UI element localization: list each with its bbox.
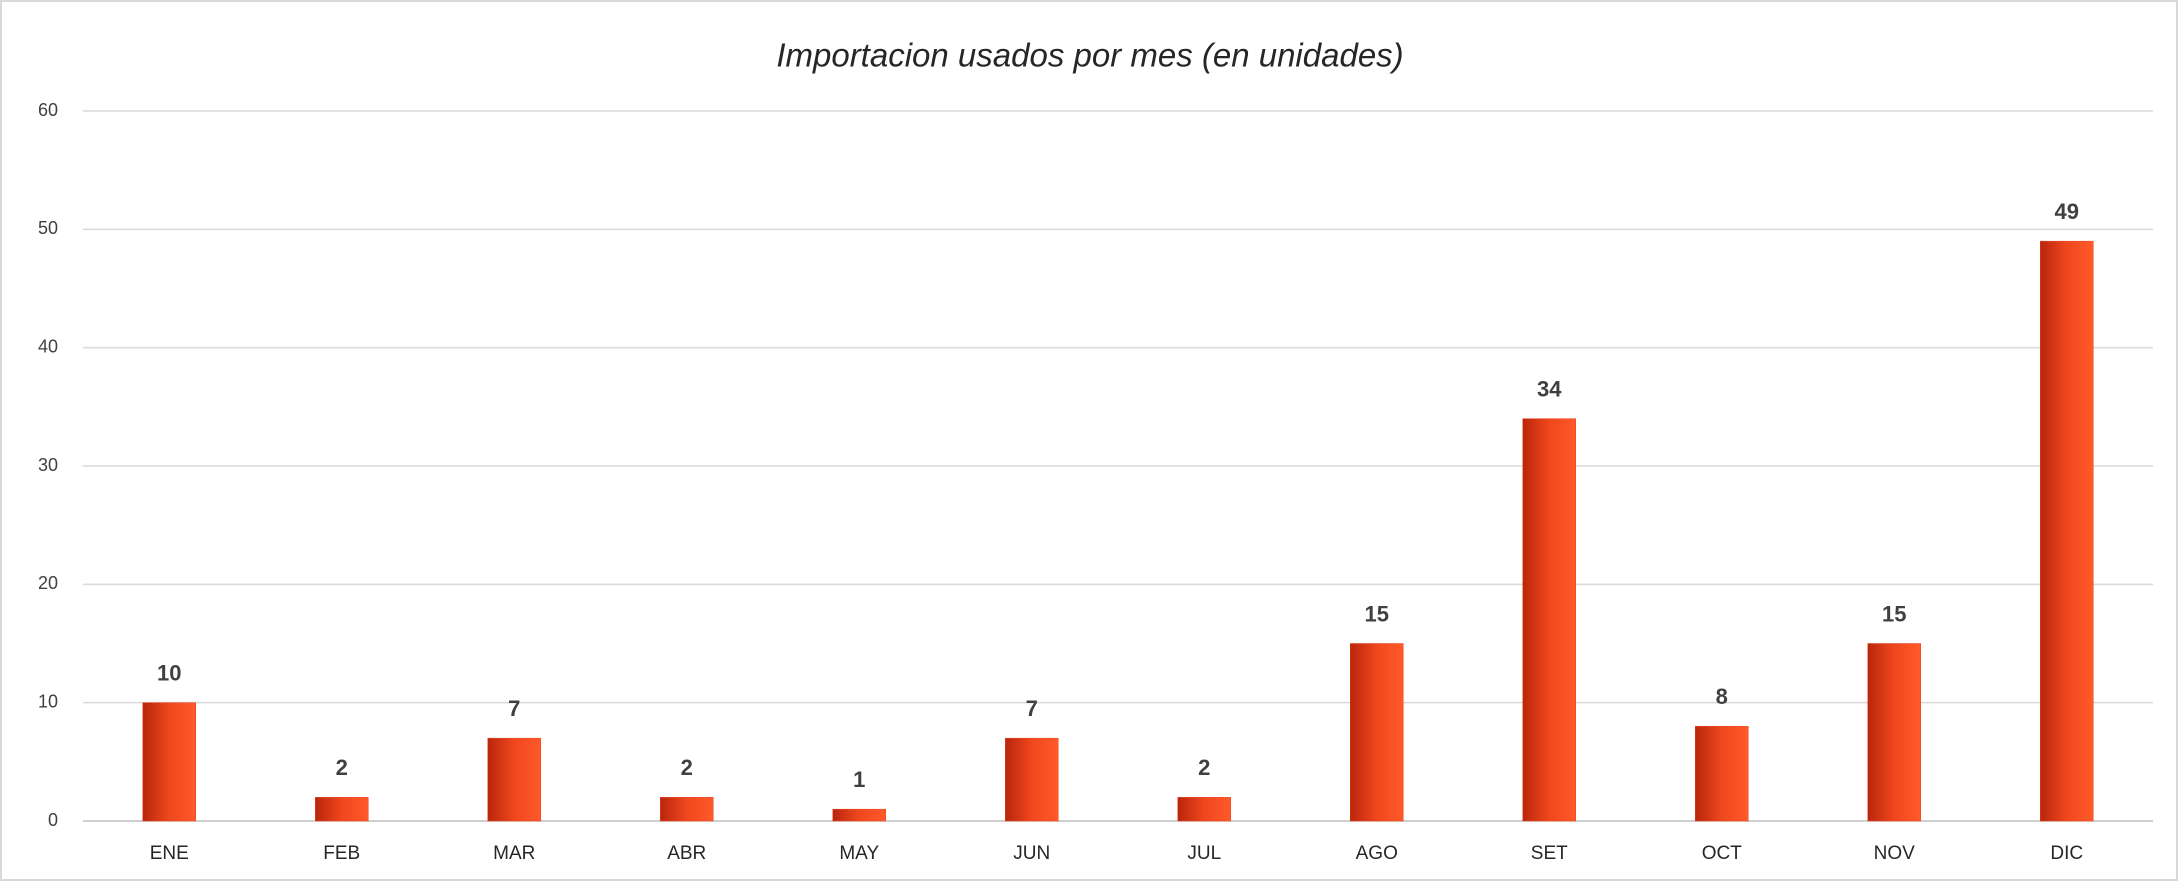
data-label: 1 xyxy=(853,767,865,792)
chart-title: Importacion usados por mes (en unidades) xyxy=(776,37,1403,74)
bar xyxy=(1177,797,1231,822)
y-tick-label: 60 xyxy=(38,100,58,120)
y-tick-label: 0 xyxy=(48,810,58,830)
data-label: 34 xyxy=(1537,376,1562,401)
x-tick-label: JUN xyxy=(1013,843,1050,864)
y-tick-label: 40 xyxy=(38,336,58,356)
x-tick-label: SET xyxy=(1531,843,1568,864)
y-tick-label: 50 xyxy=(38,218,58,238)
bar xyxy=(1695,726,1749,822)
bar xyxy=(487,737,541,822)
x-tick-label: FEB xyxy=(323,843,360,864)
data-label: 2 xyxy=(681,755,693,780)
y-tick-label: 10 xyxy=(38,691,58,711)
x-tick-label: AGO xyxy=(1356,843,1398,864)
data-label: 2 xyxy=(336,755,348,780)
bar xyxy=(660,797,714,822)
data-label: 49 xyxy=(2055,199,2079,224)
x-tick-label: DIC xyxy=(2050,843,2083,864)
x-tick-label: JUL xyxy=(1187,843,1221,864)
data-label: 7 xyxy=(1026,696,1038,721)
x-tick-label: NOV xyxy=(1874,843,1916,864)
bar xyxy=(2040,240,2094,822)
x-tick-label: ENE xyxy=(150,843,189,864)
data-label: 2 xyxy=(1198,755,1210,780)
x-tick-label: MAY xyxy=(839,843,879,864)
data-label: 8 xyxy=(1716,684,1728,709)
bar xyxy=(1522,418,1576,822)
data-label: 15 xyxy=(1882,601,1906,626)
x-tick-label: ABR xyxy=(667,843,706,864)
y-tick-label: 20 xyxy=(38,573,58,593)
data-label: 7 xyxy=(508,696,520,721)
bar xyxy=(1350,643,1404,822)
x-tick-label: MAR xyxy=(493,843,535,864)
bar xyxy=(832,808,886,822)
bar xyxy=(1867,643,1921,822)
y-tick-label: 30 xyxy=(38,455,58,475)
bar xyxy=(1005,737,1059,822)
x-tick-label: OCT xyxy=(1702,843,1743,864)
bar xyxy=(315,797,369,822)
data-label: 10 xyxy=(157,660,181,685)
bar xyxy=(142,702,196,822)
data-label: 15 xyxy=(1365,601,1389,626)
